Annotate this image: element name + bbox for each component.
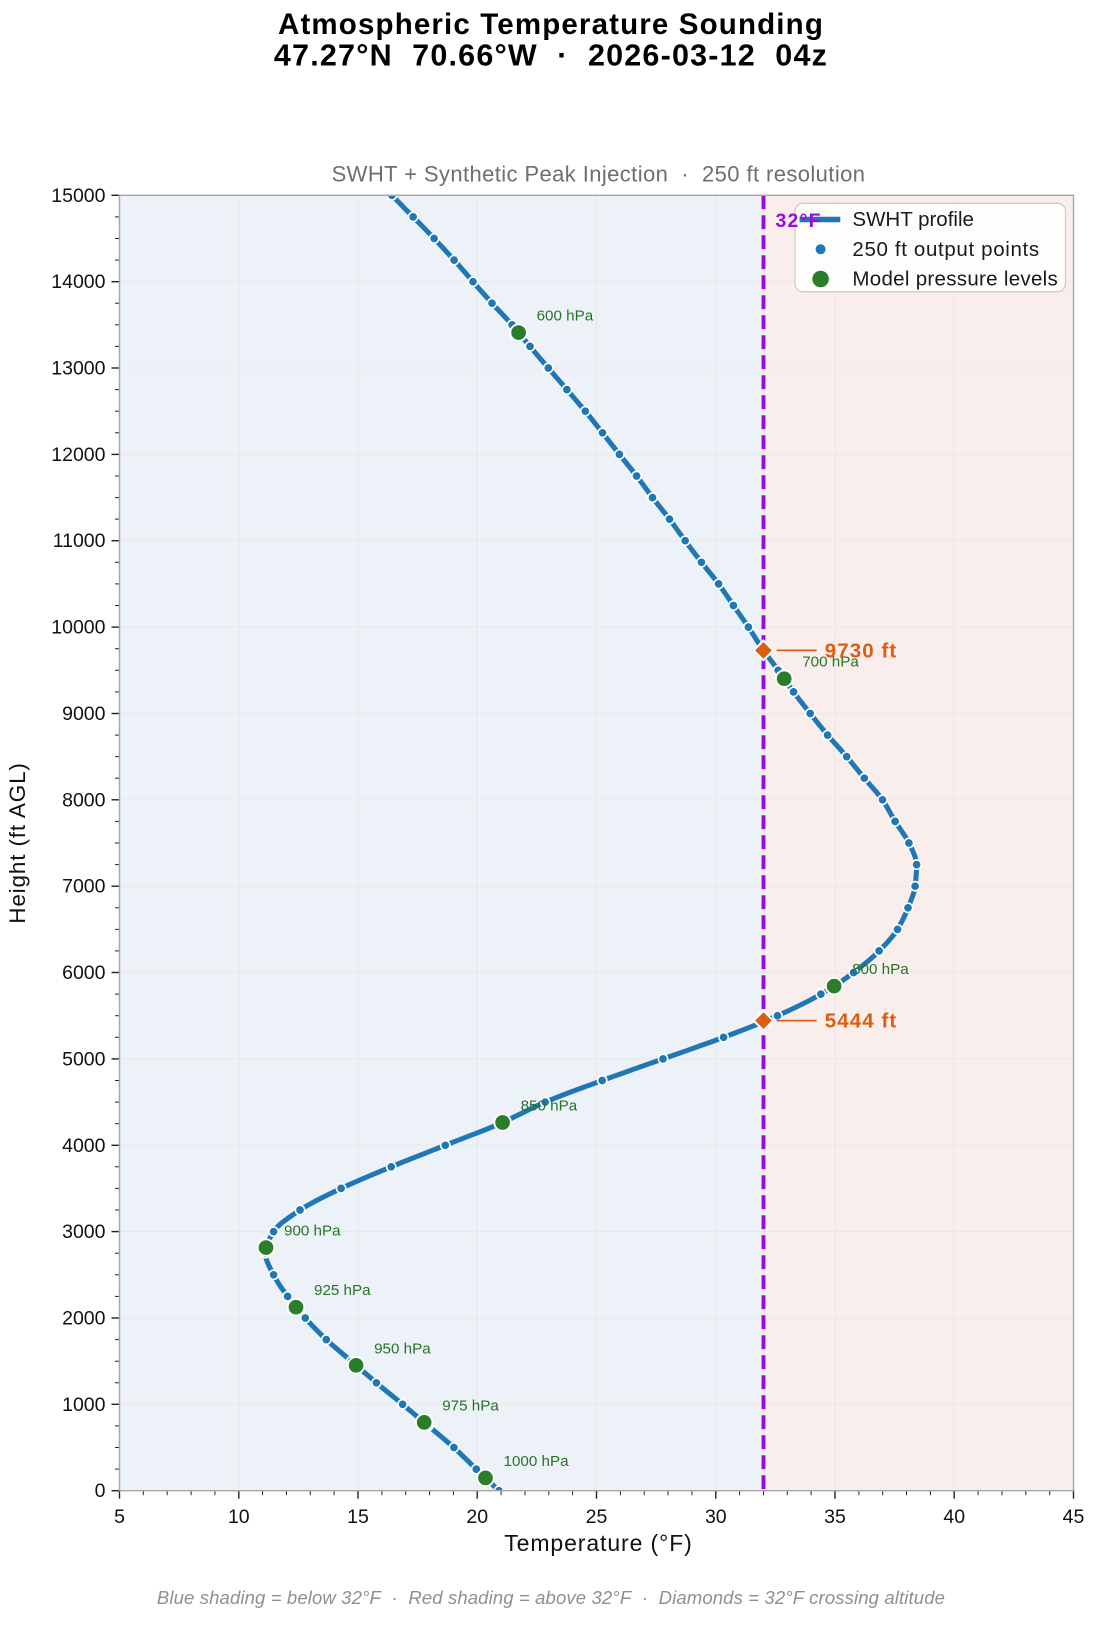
svg-text:SWHT profile: SWHT profile (852, 208, 974, 231)
svg-text:15000: 15000 (51, 185, 105, 207)
svg-text:47.27°N 70.66°W · 2026-03-1: 47.27°N 70.66°W · 2026-03-12 04z (274, 39, 828, 73)
svg-text:2000: 2000 (62, 1308, 106, 1330)
svg-text:700 hPa: 700 hPa (802, 654, 859, 671)
svg-text:10000: 10000 (51, 617, 105, 639)
svg-text:45: 45 (1063, 1506, 1085, 1528)
svg-text:5444 ft: 5444 ft (825, 1010, 898, 1033)
svg-text:11000: 11000 (53, 530, 106, 552)
svg-text:25: 25 (586, 1506, 608, 1528)
svg-text:250 ft output points: 250 ft output points (852, 238, 1039, 261)
svg-text:Blue shading = below 32°F ·: Blue shading = below 32°F · Red shading … (157, 1587, 945, 1608)
svg-text:8000: 8000 (62, 789, 106, 811)
svg-text:5000: 5000 (62, 1048, 106, 1070)
svg-text:900 hPa: 900 hPa (284, 1223, 341, 1240)
svg-text:12000: 12000 (51, 444, 105, 466)
svg-text:14000: 14000 (51, 271, 105, 293)
svg-text:20: 20 (466, 1506, 488, 1528)
svg-text:925 hPa: 925 hPa (314, 1282, 371, 1299)
svg-text:Model pressure levels: Model pressure levels (852, 268, 1058, 291)
svg-text:13000: 13000 (51, 358, 105, 380)
svg-text:9000: 9000 (62, 703, 106, 725)
svg-text:600 hPa: 600 hPa (537, 308, 594, 325)
svg-text:5: 5 (114, 1506, 125, 1528)
svg-text:15: 15 (347, 1506, 369, 1528)
svg-text:3000: 3000 (62, 1221, 106, 1243)
svg-text:850 hPa: 850 hPa (521, 1098, 578, 1115)
svg-text:1000 hPa: 1000 hPa (504, 1453, 570, 1470)
svg-text:Atmospheric Temperature Soundi: Atmospheric Temperature Sounding (278, 8, 824, 41)
svg-text:32°F: 32°F (776, 210, 822, 232)
svg-text:800 hPa: 800 hPa (852, 961, 909, 978)
svg-text:10: 10 (228, 1506, 250, 1528)
svg-text:4000: 4000 (62, 1135, 106, 1157)
svg-text:30: 30 (705, 1506, 727, 1528)
svg-text:SWHT + Synthetic Peak Injectio: SWHT + Synthetic Peak Injection · 250 ft… (332, 161, 866, 186)
svg-text:Temperature (°F): Temperature (°F) (504, 1530, 692, 1556)
svg-text:Height (ft AGL): Height (ft AGL) (5, 762, 30, 924)
svg-text:6000: 6000 (62, 962, 106, 984)
svg-text:0: 0 (95, 1480, 106, 1502)
svg-text:7000: 7000 (62, 876, 106, 898)
svg-text:35: 35 (824, 1506, 846, 1528)
svg-text:950 hPa: 950 hPa (374, 1340, 431, 1357)
svg-text:9730 ft: 9730 ft (825, 639, 898, 662)
svg-text:40: 40 (943, 1506, 965, 1528)
svg-text:1000: 1000 (62, 1394, 106, 1416)
svg-text:975 hPa: 975 hPa (442, 1397, 499, 1414)
